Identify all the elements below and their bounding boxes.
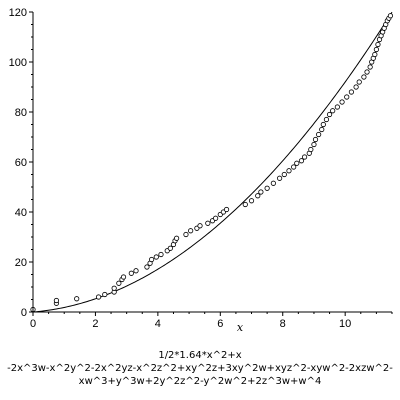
data-point [298,158,305,164]
data-point [144,264,150,270]
chart-caption: 1/2*1.64*x^2+x -2x^3w-x^2y^2-2x^2yz-x^2z… [0,349,400,388]
data-point [95,294,102,300]
data-point [320,121,326,128]
data-point [373,46,379,53]
y-tick-label: 0 [21,307,27,319]
data-point [372,51,378,58]
data-point [223,206,230,213]
data-point [367,64,373,70]
data-point [311,141,317,148]
data-point [158,251,164,258]
y-tick-label: 100 [9,57,27,69]
data-point [319,126,325,133]
x-axis-label: x [237,321,244,334]
x-tick-label: 6 [217,318,223,330]
data-point [301,154,308,160]
data-point [291,164,297,170]
caption-line-2: -2x^3w-x^2y^2-2x^2yz-x^2z^2+xy^2z+3xy^2w… [7,363,393,374]
data-point [53,297,60,304]
data-point [149,256,155,263]
y-tick-label: 80 [15,107,27,119]
data-point [344,94,350,100]
caption-line-1: 1/2*1.64*x^2+x [158,350,242,361]
data-point [188,228,194,234]
data-point [277,175,283,181]
data-point [264,185,270,191]
x-tick-label: 4 [155,318,161,330]
data-point [205,220,211,226]
data-point [330,108,336,114]
data-point [133,268,139,274]
data-point [120,274,127,280]
data-point [111,285,117,291]
data-point [197,223,203,229]
data-point [323,116,330,123]
data-points [30,13,394,313]
data-point [183,231,189,238]
x-tick-label: 2 [92,318,98,330]
data-point [167,245,173,251]
y-tick-label: 120 [9,7,27,19]
x-tick-label: 10 [339,318,351,330]
data-point [128,270,134,276]
data-point [375,41,381,48]
data-point [312,136,319,143]
data-point [353,84,359,90]
data-point [258,189,264,195]
data-point [153,254,159,260]
data-point [174,235,180,241]
x-tick-label: 0 [30,318,36,330]
data-point [242,201,248,208]
fitted-curve [32,11,393,313]
data-point [334,104,340,110]
data-point [248,198,255,204]
data-point [281,171,287,178]
data-point [356,79,362,85]
y-tick-label: 40 [15,207,27,219]
data-point [364,69,370,75]
data-point [326,111,333,118]
data-point [116,280,122,286]
data-point [294,160,300,166]
data-point [316,131,322,138]
data-point [213,215,219,221]
data-point [387,13,394,19]
data-point [308,146,314,153]
data-point [102,291,108,298]
data-point [74,296,80,302]
data-point [255,193,261,199]
x-tick-label: 8 [280,318,286,330]
caption-line-3: xw^3+y^3w+2y^2z^2-y^2w^2+2z^3w+w^4 [78,376,322,387]
data-point [286,168,292,174]
data-point [361,74,367,80]
y-tick-label: 20 [15,257,27,269]
data-point [348,89,355,95]
data-point [339,99,345,105]
data-point [270,180,276,186]
curve-line [32,11,393,313]
y-tick-label: 60 [15,157,27,169]
